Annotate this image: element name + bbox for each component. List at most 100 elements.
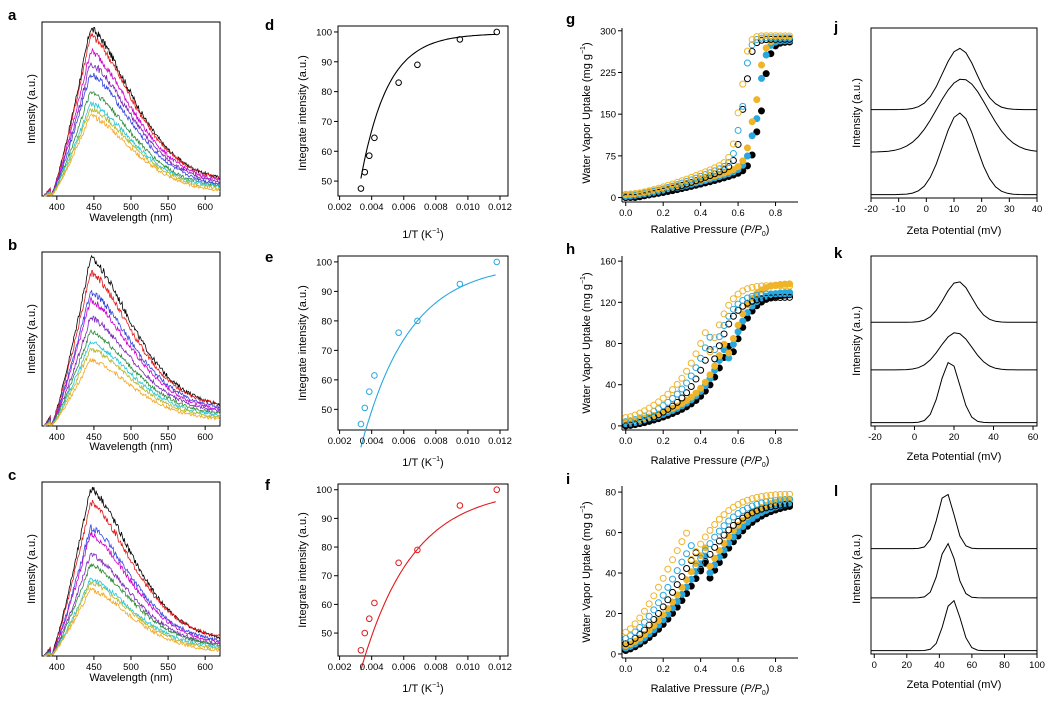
- isotherm-point-sky-des: [743, 59, 751, 67]
- fit-curve-f: [360, 501, 496, 671]
- y-tick-label-h: 40: [605, 380, 616, 391]
- y-axis-title-h-sup: −1: [580, 276, 587, 284]
- isotherm-point-black-des: [734, 517, 742, 525]
- isotherm-point-sky-ads: [734, 328, 742, 336]
- x-tick-label-b: 500: [123, 432, 139, 443]
- x-tick-label-f: 0.006: [392, 662, 416, 673]
- isotherm-point-gold-ads: [692, 560, 700, 568]
- isotherm-point-gold-des: [734, 109, 742, 117]
- isotherm-point-sky-des: [720, 162, 728, 170]
- zeta-curve-top: [871, 493, 1037, 550]
- isotherm-point-sky-des: [650, 606, 658, 614]
- x-tick-label-a: 500: [123, 202, 139, 213]
- isotherm-point-gold-ads: [729, 335, 737, 343]
- isotherm-point-black-des: [683, 565, 691, 573]
- isotherm-point-gold-ads: [715, 547, 723, 555]
- x-axis-title-d-text: 1/T (K: [402, 229, 432, 241]
- spectrum-line-T6: [44, 562, 220, 657]
- isotherm-point-gold-des: [636, 614, 644, 622]
- data-points-g: [622, 32, 794, 202]
- isotherm-point-sky-des: [743, 504, 751, 512]
- isotherm-point-sky-des: [678, 179, 686, 187]
- isotherm-point-sky-des: [626, 632, 634, 640]
- data-point-e: [361, 404, 369, 412]
- y-tick-label-g: 150: [600, 110, 616, 121]
- x-tick-label-j: -20: [864, 204, 878, 215]
- isotherm-point-gold-des: [743, 285, 751, 293]
- isotherm-point-gold-des: [762, 492, 770, 500]
- x-tick-label-j: -10: [892, 204, 906, 215]
- isotherm-point-black-des: [725, 320, 733, 328]
- x-tick-label-j: 0: [924, 204, 929, 215]
- isotherm-point-gold-ads: [739, 157, 747, 165]
- isotherm-point-gold-des: [725, 301, 733, 309]
- isotherm-point-gold-ads: [762, 44, 770, 52]
- data-point-f: [456, 502, 464, 509]
- isotherm-point-black-des: [715, 342, 723, 350]
- y-tick-label-i: 0: [611, 649, 616, 660]
- isotherm-point-gold-des: [692, 548, 700, 556]
- x-axis-title-g-italic: P/P: [744, 224, 762, 236]
- isotherm-point-black-des: [748, 509, 756, 517]
- x-tick-label-i: 0.6: [731, 664, 744, 675]
- x-axis-title-a: Wavelength (nm): [89, 212, 172, 224]
- data-point-d: [371, 134, 378, 142]
- x-tick-label-d: 0.006: [392, 202, 416, 213]
- x-axis-title-d-sup: −1: [432, 228, 440, 235]
- isotherm-point-black-des: [729, 157, 737, 165]
- isotherm-point-sky-des: [757, 499, 765, 507]
- y-tick-label-e: 60: [321, 375, 332, 386]
- y-axis-title-e: Integrate intensity (a.u.): [297, 285, 309, 401]
- isotherm-point-gold-des: [772, 282, 780, 290]
- x-tick-label-k: 20: [949, 432, 960, 443]
- isotherm-point-black-des: [655, 609, 663, 617]
- isotherm-point-gold-des: [626, 413, 634, 421]
- isotherm-point-gold-des: [767, 491, 775, 499]
- plot-frame-f: [337, 483, 509, 657]
- y-axis-title-g-text: Water Vapor Uptake (mg g: [581, 54, 593, 184]
- isotherm-point-sky-des: [664, 184, 672, 192]
- data-point-f: [414, 546, 421, 554]
- isotherm-point-gold-des: [673, 547, 681, 555]
- isotherm-point-gold-ads: [687, 393, 695, 401]
- isotherm-point-black-des: [701, 356, 709, 364]
- x-tick-label-e: 0.002: [328, 436, 352, 447]
- isotherm-point-black-des: [781, 501, 789, 509]
- panel-d: d 0.002 0.004 0.006 0.008 0.010 0.012 50 60 70 8…: [265, 17, 512, 241]
- y-axis-title-j: Intensity (a.u.): [851, 78, 863, 148]
- y-tick-label-h: 0: [611, 421, 616, 432]
- isotherm-point-black-des: [683, 180, 691, 188]
- x-ticks-b: 400 450 500 550 600: [49, 426, 213, 443]
- isotherm-point-sky-des: [683, 550, 691, 558]
- x-tick-label-b: 600: [197, 432, 213, 443]
- x-ticks-a: 400 450 500 550 600: [49, 196, 213, 213]
- data-point-f: [365, 615, 373, 623]
- zeta-curve-top: [871, 47, 1037, 111]
- isotherm-point-sky-des: [715, 527, 723, 535]
- y-ticks-d: 50 60 70 80 90 100: [316, 27, 338, 188]
- isotherm-point-black-des: [669, 588, 677, 596]
- isotherm-point-sky-des: [711, 167, 719, 175]
- isotherm-point-gold-des: [697, 540, 705, 548]
- isotherm-point-black-des: [692, 177, 700, 185]
- isotherm-point-sky-des: [622, 418, 630, 426]
- isotherm-point-sky-des: [631, 628, 639, 636]
- isotherm-point-gold-des: [650, 592, 658, 600]
- zeta-curve-bottom: [871, 112, 1037, 196]
- isotherm-point-gold-des: [655, 398, 663, 406]
- isotherm-point-gold-des: [711, 334, 719, 342]
- y-tick-label-d: 50: [321, 177, 332, 188]
- x-tick-label-i: 0.0: [619, 664, 632, 675]
- isotherm-point-sky-des: [781, 290, 789, 298]
- x-tick-label-c: 450: [86, 662, 102, 673]
- isotherm-point-gold-des: [692, 172, 700, 180]
- panel-e: e 0.002 0.004 0.006 0.008 0.010 0.012 50 60 70 8…: [265, 249, 512, 469]
- isotherm-point-gold-des: [687, 359, 695, 367]
- y-axis-title-g-sup: −1: [580, 46, 587, 54]
- x-axis-title-i-end: ): [766, 683, 770, 695]
- isotherm-point-gold-des: [762, 282, 770, 290]
- isotherm-point-black-des: [757, 295, 765, 303]
- x-tick-label-l: 20: [902, 660, 913, 671]
- x-tick-label-a: 450: [86, 202, 102, 213]
